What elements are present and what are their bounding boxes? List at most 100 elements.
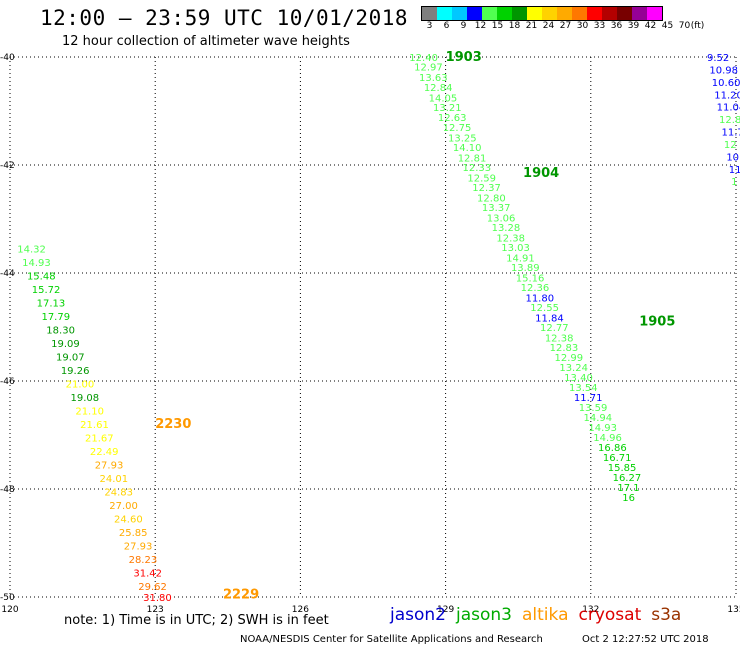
wave-height-value: 12.40: [409, 53, 438, 64]
generated-timestamp: Oct 2 12:27:52 UTC 2018: [582, 634, 709, 645]
wave-height-value: 27.93: [124, 542, 153, 553]
y-tick-label: -44: [0, 269, 15, 279]
satellite-name: cryosat: [578, 605, 642, 625]
wave-height-value: 14.93: [22, 258, 51, 269]
wave-height-value: 12.36: [521, 283, 550, 294]
wave-height-value: 28.23: [129, 555, 158, 566]
wave-height-value: 15.16: [516, 273, 545, 284]
color-scale-tick: 45: [661, 21, 674, 31]
wave-height-value: 11.71: [574, 393, 603, 404]
pass-label: 1904: [523, 166, 559, 181]
chart-title: 12:00 – 23:59 UTC 10/01/2018: [40, 6, 409, 30]
wave-height-value: 13.21: [433, 103, 462, 114]
wave-height-value: 21.10: [75, 407, 104, 418]
wave-height-value: 14.05: [429, 94, 458, 105]
wave-height-value: 12.99: [555, 353, 584, 364]
wave-height-value: 15.72: [32, 285, 61, 296]
color-swatch: [632, 7, 647, 20]
wave-height-value: 13.54: [569, 383, 598, 394]
wave-height-value: 14.10: [453, 143, 482, 154]
color-scale-tick: 18: [508, 21, 521, 31]
wave-height-value: 12: [724, 140, 737, 151]
x-tick-label: 120: [1, 605, 18, 615]
color-scale-tick: 36: [610, 21, 623, 31]
color-scale-tick: 15: [491, 21, 504, 31]
wave-height-value: 12.81: [458, 153, 487, 164]
wave-height-value: 31.80: [143, 593, 172, 604]
y-tick-label: -40: [0, 53, 15, 63]
wave-height-value: 15.48: [27, 272, 56, 283]
wave-height-value: 17.1: [617, 483, 639, 494]
color-swatch: [467, 7, 482, 20]
wave-height-value: 11.7: [721, 128, 740, 139]
wave-height-value: 13.06: [487, 213, 516, 224]
wave-height-value: 24.60: [114, 515, 143, 526]
y-tick-label: -42: [0, 161, 15, 171]
wave-height-value: 11.04: [717, 103, 740, 114]
color-scale-unit: (ft): [690, 21, 705, 31]
wave-height-value: 12.80: [477, 193, 506, 204]
color-scale-tick: 21: [525, 21, 538, 31]
color-scale-tick: 9: [460, 21, 467, 31]
color-scale-tick: 27: [559, 21, 572, 31]
x-tick-label: 135: [727, 605, 740, 615]
x-tick-label: 123: [147, 605, 164, 615]
y-tick-label: -50: [0, 593, 15, 603]
wave-height-value: 24.01: [100, 474, 129, 485]
wave-height-value: 24.83: [104, 488, 133, 499]
color-swatch: [647, 7, 662, 20]
wave-height-value: 11.84: [535, 313, 564, 324]
y-tick-label: -48: [0, 485, 15, 495]
pass-label: 2230: [155, 417, 191, 432]
color-scale-tick: 42: [644, 21, 657, 31]
color-scale-tick: 70: [678, 21, 691, 31]
wave-height-value: 12.38: [496, 233, 525, 244]
color-scale-tick: 30: [576, 21, 589, 31]
wave-height-value: 11: [729, 165, 740, 176]
y-tick-label: -46: [0, 377, 15, 387]
wave-height-value: 13.25: [448, 133, 477, 144]
wave-height-value: 13.89: [511, 263, 540, 274]
wave-height-value: 13.03: [501, 243, 530, 254]
wave-height-value: 16: [622, 493, 635, 504]
wave-height-value: 19.08: [71, 393, 100, 404]
wave-height-value: 12.37: [472, 183, 501, 194]
color-swatch: [452, 7, 467, 20]
wave-height-value: 18.30: [46, 326, 75, 337]
wave-height-value: 19.26: [61, 366, 90, 377]
satellite-name: jason3: [456, 605, 512, 625]
wave-height-value: 27.00: [109, 501, 138, 512]
wave-height-value: 9.52: [707, 53, 729, 64]
wave-height-value: 14.94: [584, 413, 613, 424]
credit-line: NOAA/NESDIS Center for Satellite Applica…: [240, 634, 543, 645]
wave-height-value: 12.33: [463, 163, 492, 174]
wave-height-value: 12.84: [424, 83, 453, 94]
wave-height-value: 29.62: [138, 582, 167, 593]
wave-height-value: 1: [731, 177, 737, 188]
wave-height-value: 12.59: [467, 173, 496, 184]
wave-height-value: 27.93: [95, 461, 124, 472]
color-swatch: [512, 7, 527, 20]
x-tick-label: 129: [437, 605, 454, 615]
color-swatch: [587, 7, 602, 20]
satellite-name: jason2: [390, 605, 446, 625]
wave-height-value: 13.63: [419, 73, 448, 84]
wave-height-value: 19.07: [56, 353, 85, 364]
wave-height-value: 16.27: [613, 473, 642, 484]
wave-height-value: 13.40: [564, 373, 593, 384]
pass-label: 2229: [223, 587, 259, 602]
wave-height-value: 19.09: [51, 339, 80, 350]
color-swatch: [437, 7, 452, 20]
pass-label: 1905: [639, 315, 675, 330]
color-swatch: [527, 7, 542, 20]
color-swatch: [602, 7, 617, 20]
color-scale-tick: 33: [593, 21, 606, 31]
color-swatch: [497, 7, 512, 20]
wave-height-value: 12.85: [719, 115, 740, 126]
wave-height-value: 15.85: [608, 463, 637, 474]
color-swatch: [422, 7, 437, 20]
wave-height-value: 10.: [726, 152, 740, 163]
wave-height-value: 10.60: [712, 78, 740, 89]
wave-height-value: 11.80: [525, 293, 554, 304]
